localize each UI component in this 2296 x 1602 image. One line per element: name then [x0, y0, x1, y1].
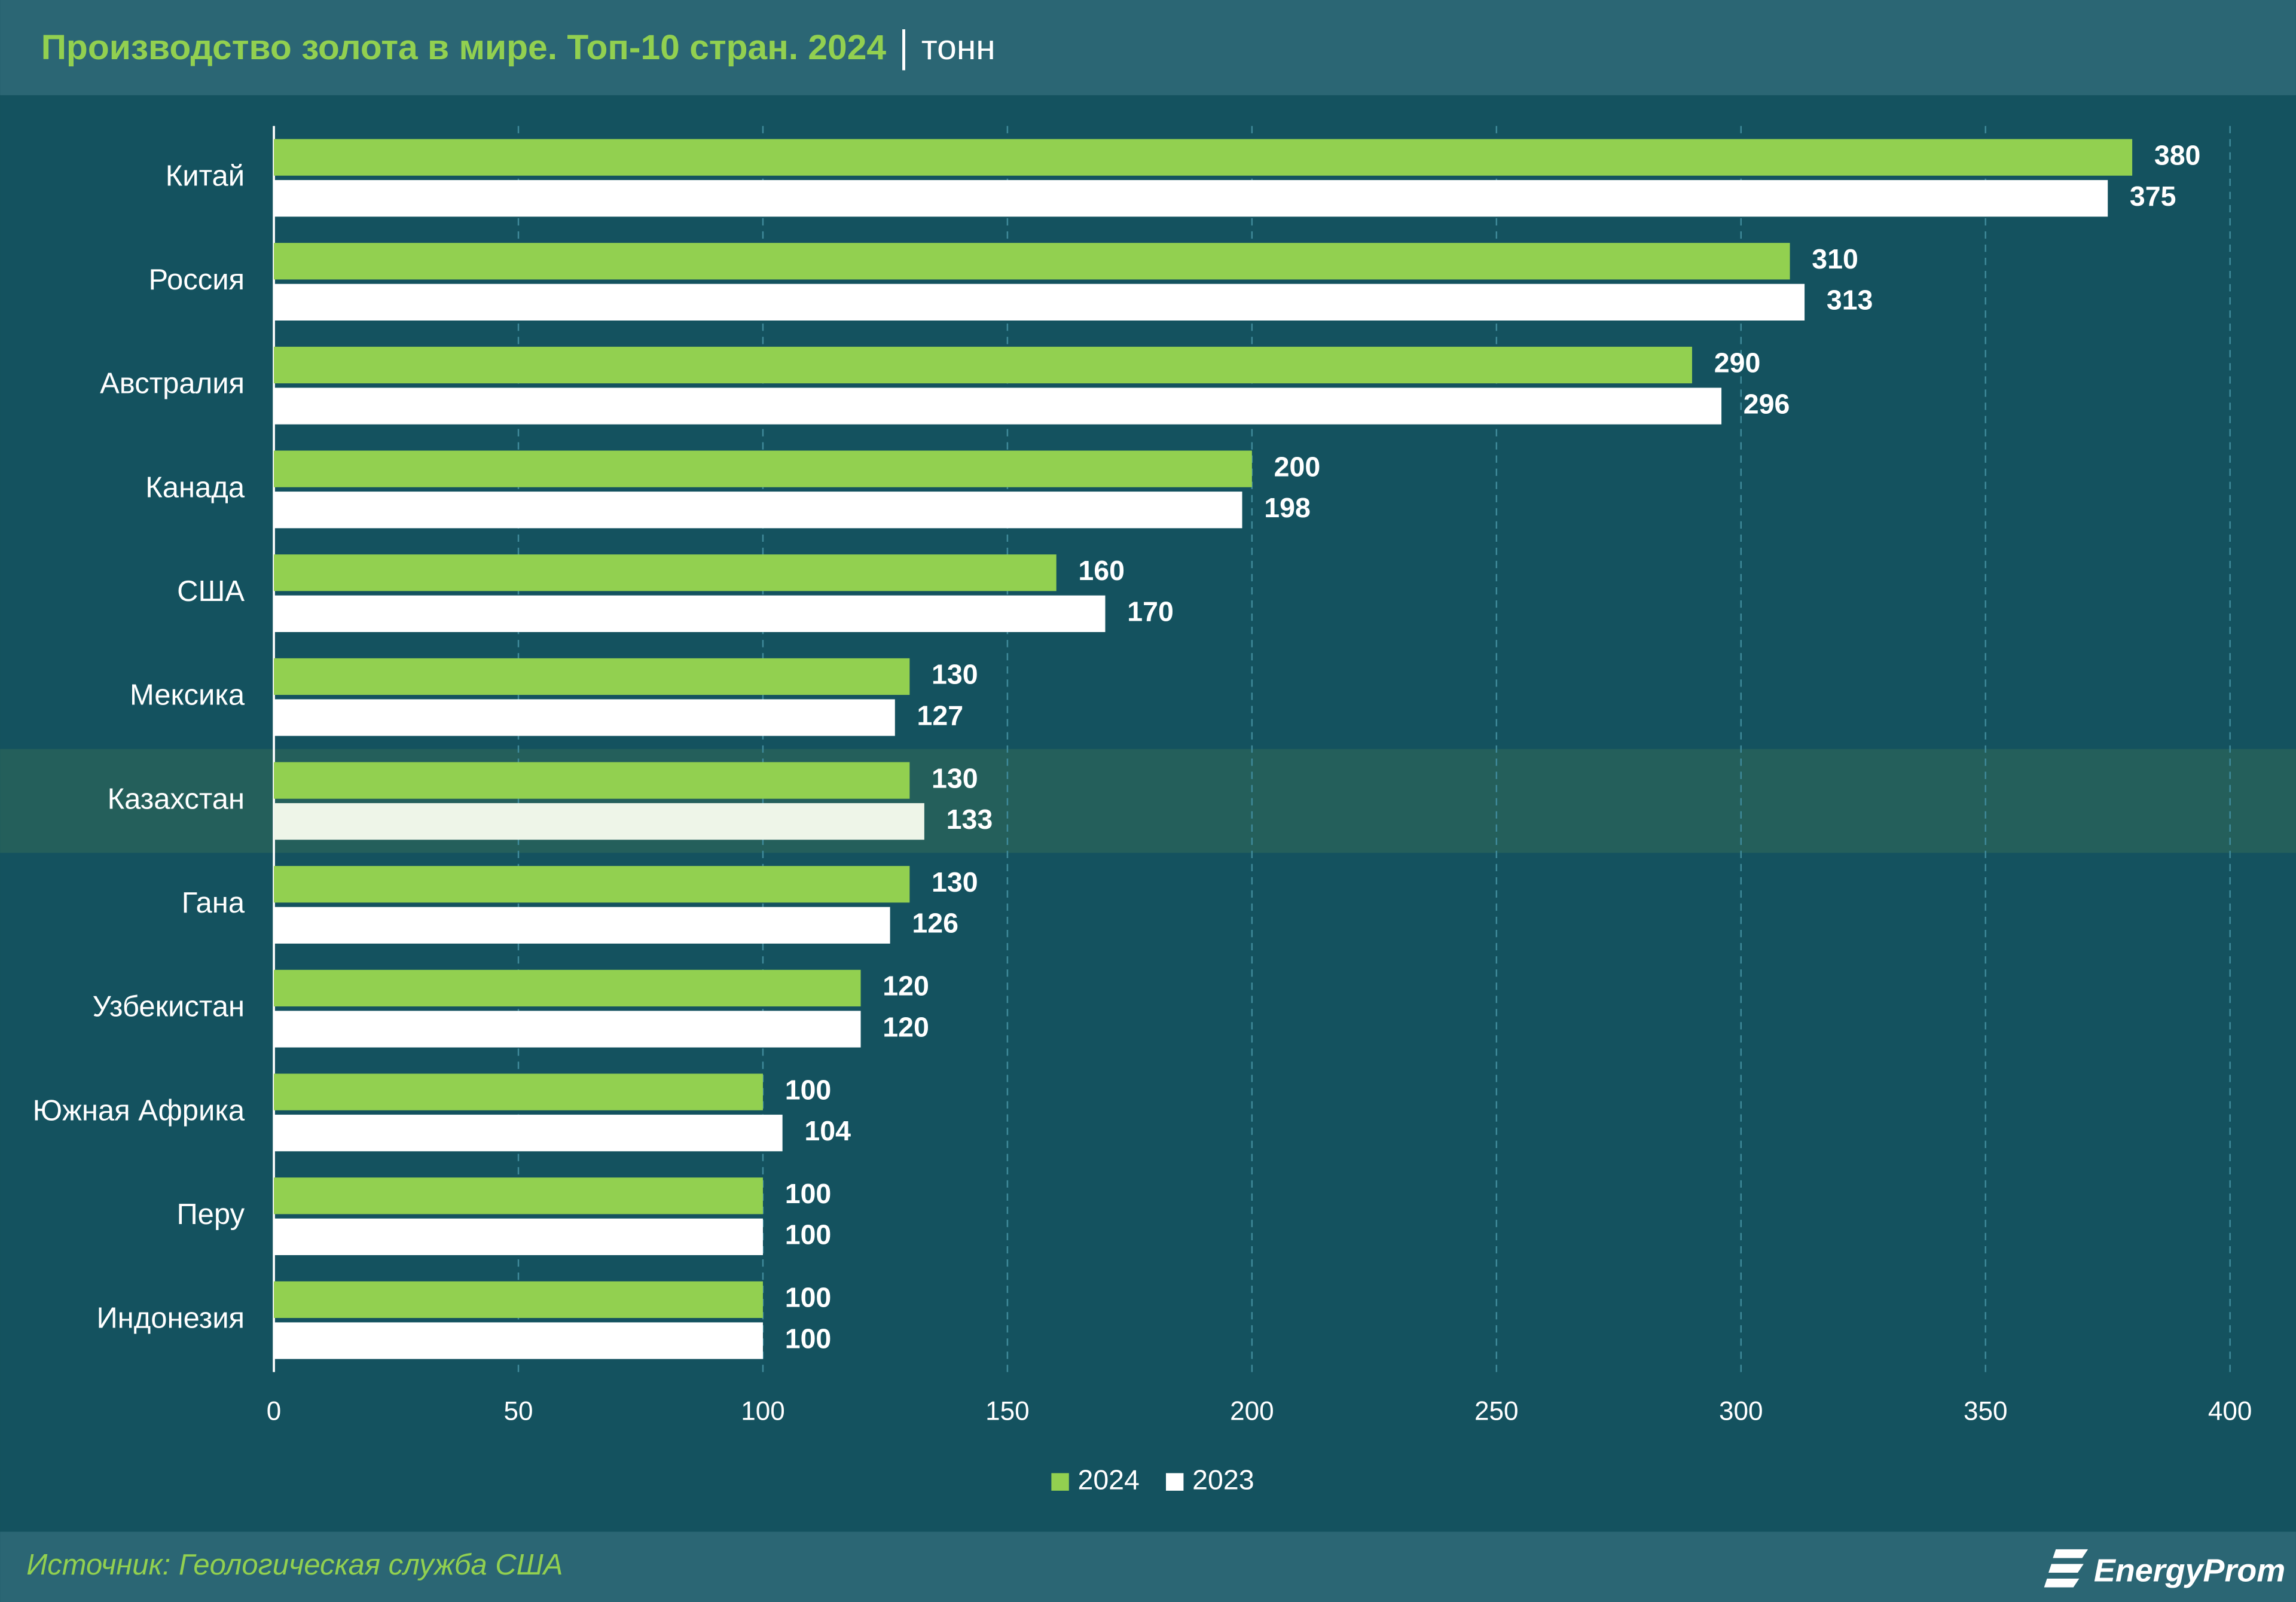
legend-swatch [1166, 1473, 1184, 1491]
bar [274, 1281, 763, 1319]
legend-swatch [1051, 1473, 1069, 1491]
value-label: 120 [883, 1011, 929, 1042]
bar [274, 180, 2108, 217]
chart-title: Производство золота в мире. Топ-10 стран… [41, 28, 887, 67]
bar [274, 866, 910, 903]
legend-label: 2023 [1192, 1464, 1254, 1495]
x-tick-label: 50 [504, 1397, 533, 1426]
bar [274, 139, 2133, 176]
bar [274, 450, 1252, 487]
bar [274, 1218, 763, 1255]
value-label: 100 [785, 1282, 832, 1313]
bar [274, 803, 924, 840]
bar [274, 283, 1805, 321]
y-tick-label: США [177, 575, 245, 608]
x-tick-label: 0 [267, 1397, 282, 1426]
y-tick-label: Россия [148, 264, 245, 296]
y-tick-label: Южная Африка [33, 1094, 245, 1127]
value-label: 130 [932, 659, 978, 690]
bar [274, 387, 1722, 425]
y-tick-label: Мексика [130, 679, 245, 712]
bar [274, 658, 910, 695]
x-tick-label: 400 [2208, 1397, 2252, 1426]
value-label: 290 [1714, 347, 1761, 379]
footer-band [0, 1531, 2296, 1602]
value-label: 120 [883, 971, 929, 1002]
y-tick-label: Узбекистан [93, 991, 245, 1023]
logo: EnergyProm [2044, 1549, 2285, 1588]
x-tick-label: 200 [1230, 1397, 1274, 1426]
y-tick-label: Индонезия [97, 1302, 245, 1335]
y-tick-label: Перу [176, 1198, 245, 1231]
value-label: 170 [1127, 596, 1174, 627]
bar [274, 346, 1692, 384]
y-tick-label: Канада [145, 471, 245, 504]
y-tick-label: Казахстан [108, 783, 245, 815]
legend-label: 2024 [1077, 1464, 1139, 1495]
bar [274, 699, 895, 736]
x-tick-label: 250 [1474, 1397, 1519, 1426]
value-label: 127 [917, 700, 964, 731]
value-label: 160 [1078, 555, 1125, 586]
bar [274, 1322, 763, 1359]
value-label: 100 [785, 1178, 832, 1209]
logo-icon [2044, 1549, 2089, 1588]
value-label: 380 [2154, 139, 2201, 170]
value-label: 130 [932, 762, 978, 794]
bar [274, 1073, 763, 1110]
x-tick-label: 350 [1964, 1397, 2008, 1426]
bar [274, 595, 1106, 632]
bar [274, 243, 1790, 280]
source: Источник: Геологическая служба США [26, 1549, 563, 1581]
bar [274, 907, 890, 944]
bar [274, 1115, 783, 1152]
bar [274, 762, 910, 799]
value-label: 104 [804, 1115, 851, 1146]
value-label: 313 [1827, 285, 1873, 316]
value-label: 126 [912, 908, 958, 939]
y-tick-label: Китай [166, 160, 245, 192]
header-band [0, 0, 2296, 96]
bar [274, 1011, 861, 1048]
bar [274, 1177, 763, 1215]
x-tick-label: 150 [985, 1397, 1030, 1426]
value-label: 198 [1264, 492, 1311, 523]
logo-text: EnergyProm [2094, 1552, 2285, 1588]
y-tick-label: Австралия [100, 368, 245, 400]
value-label: 100 [785, 1219, 832, 1250]
value-label: 130 [932, 866, 978, 898]
y-tick-label: Гана [182, 887, 245, 919]
value-label: 375 [2130, 181, 2176, 212]
value-label: 100 [785, 1323, 832, 1354]
x-tick-label: 300 [1719, 1397, 1763, 1426]
value-label: 133 [947, 804, 993, 835]
unit-label: тонн [921, 28, 996, 67]
value-label: 296 [1744, 388, 1790, 419]
value-label: 100 [785, 1074, 832, 1105]
bar [274, 969, 861, 1007]
x-tick-label: 100 [741, 1397, 785, 1426]
value-label: 200 [1274, 451, 1321, 482]
bar [274, 492, 1242, 529]
value-label: 310 [1812, 243, 1858, 274]
bar [274, 554, 1057, 591]
